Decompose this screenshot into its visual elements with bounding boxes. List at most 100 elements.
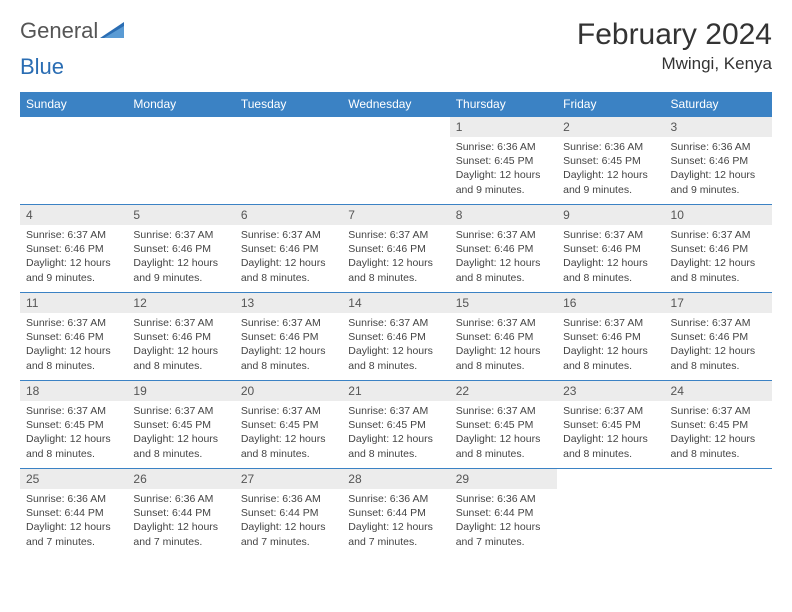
day-number: 4 — [20, 205, 127, 225]
day-info: Sunrise: 6:37 AMSunset: 6:45 PMDaylight:… — [20, 401, 127, 464]
calendar-week-row: 18Sunrise: 6:37 AMSunset: 6:45 PMDayligh… — [20, 381, 772, 469]
day-info: Sunrise: 6:36 AMSunset: 6:44 PMDaylight:… — [342, 489, 449, 552]
day-info: Sunrise: 6:36 AMSunset: 6:45 PMDaylight:… — [450, 137, 557, 200]
weekday-header: Friday — [557, 92, 664, 117]
calendar-day-cell: 17Sunrise: 6:37 AMSunset: 6:46 PMDayligh… — [665, 293, 772, 381]
calendar-day-cell: 16Sunrise: 6:37 AMSunset: 6:46 PMDayligh… — [557, 293, 664, 381]
day-info: Sunrise: 6:36 AMSunset: 6:44 PMDaylight:… — [450, 489, 557, 552]
calendar-day-cell: 28Sunrise: 6:36 AMSunset: 6:44 PMDayligh… — [342, 469, 449, 557]
day-info: Sunrise: 6:37 AMSunset: 6:45 PMDaylight:… — [127, 401, 234, 464]
day-info: Sunrise: 6:37 AMSunset: 6:46 PMDaylight:… — [557, 225, 664, 288]
brand-logo: General — [20, 18, 126, 44]
day-info: Sunrise: 6:37 AMSunset: 6:46 PMDaylight:… — [450, 225, 557, 288]
day-info: Sunrise: 6:37 AMSunset: 6:45 PMDaylight:… — [235, 401, 342, 464]
calendar-day-cell: 5Sunrise: 6:37 AMSunset: 6:46 PMDaylight… — [127, 205, 234, 293]
day-info: Sunrise: 6:36 AMSunset: 6:44 PMDaylight:… — [20, 489, 127, 552]
day-number: 29 — [450, 469, 557, 489]
day-info: Sunrise: 6:37 AMSunset: 6:46 PMDaylight:… — [665, 313, 772, 376]
day-number: 27 — [235, 469, 342, 489]
calendar-day-cell: 8Sunrise: 6:37 AMSunset: 6:46 PMDaylight… — [450, 205, 557, 293]
calendar-day-cell: 6Sunrise: 6:37 AMSunset: 6:46 PMDaylight… — [235, 205, 342, 293]
calendar-day-cell: 2Sunrise: 6:36 AMSunset: 6:45 PMDaylight… — [557, 117, 664, 205]
calendar-week-row: 11Sunrise: 6:37 AMSunset: 6:46 PMDayligh… — [20, 293, 772, 381]
day-info: Sunrise: 6:36 AMSunset: 6:44 PMDaylight:… — [235, 489, 342, 552]
weekday-header: Wednesday — [342, 92, 449, 117]
calendar-day-cell: 4Sunrise: 6:37 AMSunset: 6:46 PMDaylight… — [20, 205, 127, 293]
calendar-day-cell: 9Sunrise: 6:37 AMSunset: 6:46 PMDaylight… — [557, 205, 664, 293]
calendar-empty-cell — [235, 117, 342, 205]
weekday-header: Sunday — [20, 92, 127, 117]
calendar-day-cell: 24Sunrise: 6:37 AMSunset: 6:45 PMDayligh… — [665, 381, 772, 469]
calendar-day-cell: 19Sunrise: 6:37 AMSunset: 6:45 PMDayligh… — [127, 381, 234, 469]
calendar-day-cell: 21Sunrise: 6:37 AMSunset: 6:45 PMDayligh… — [342, 381, 449, 469]
day-number: 23 — [557, 381, 664, 401]
day-number: 15 — [450, 293, 557, 313]
calendar-day-cell: 20Sunrise: 6:37 AMSunset: 6:45 PMDayligh… — [235, 381, 342, 469]
day-info: Sunrise: 6:37 AMSunset: 6:46 PMDaylight:… — [235, 313, 342, 376]
day-number: 24 — [665, 381, 772, 401]
weekday-header: Tuesday — [235, 92, 342, 117]
day-number: 8 — [450, 205, 557, 225]
calendar-empty-cell — [342, 117, 449, 205]
day-number: 21 — [342, 381, 449, 401]
calendar-day-cell: 13Sunrise: 6:37 AMSunset: 6:46 PMDayligh… — [235, 293, 342, 381]
month-title: February 2024 — [577, 18, 772, 52]
day-info: Sunrise: 6:37 AMSunset: 6:45 PMDaylight:… — [450, 401, 557, 464]
day-info: Sunrise: 6:36 AMSunset: 6:45 PMDaylight:… — [557, 137, 664, 200]
calendar-day-cell: 26Sunrise: 6:36 AMSunset: 6:44 PMDayligh… — [127, 469, 234, 557]
day-number: 1 — [450, 117, 557, 137]
day-info: Sunrise: 6:37 AMSunset: 6:46 PMDaylight:… — [342, 313, 449, 376]
day-number: 9 — [557, 205, 664, 225]
day-number: 22 — [450, 381, 557, 401]
day-number: 7 — [342, 205, 449, 225]
calendar-day-cell: 7Sunrise: 6:37 AMSunset: 6:46 PMDaylight… — [342, 205, 449, 293]
calendar-day-cell: 29Sunrise: 6:36 AMSunset: 6:44 PMDayligh… — [450, 469, 557, 557]
day-number: 18 — [20, 381, 127, 401]
day-info: Sunrise: 6:37 AMSunset: 6:45 PMDaylight:… — [342, 401, 449, 464]
calendar-week-row: 25Sunrise: 6:36 AMSunset: 6:44 PMDayligh… — [20, 469, 772, 557]
calendar-day-cell: 25Sunrise: 6:36 AMSunset: 6:44 PMDayligh… — [20, 469, 127, 557]
calendar-empty-cell — [20, 117, 127, 205]
day-number: 26 — [127, 469, 234, 489]
day-number: 25 — [20, 469, 127, 489]
calendar-day-cell: 10Sunrise: 6:37 AMSunset: 6:46 PMDayligh… — [665, 205, 772, 293]
calendar-empty-cell — [127, 117, 234, 205]
calendar-week-row: 4Sunrise: 6:37 AMSunset: 6:46 PMDaylight… — [20, 205, 772, 293]
calendar-day-cell: 27Sunrise: 6:36 AMSunset: 6:44 PMDayligh… — [235, 469, 342, 557]
weekday-header: Thursday — [450, 92, 557, 117]
weekday-header: Saturday — [665, 92, 772, 117]
calendar-empty-cell — [665, 469, 772, 557]
day-info: Sunrise: 6:37 AMSunset: 6:46 PMDaylight:… — [557, 313, 664, 376]
calendar-day-cell: 3Sunrise: 6:36 AMSunset: 6:46 PMDaylight… — [665, 117, 772, 205]
calendar-body: 1Sunrise: 6:36 AMSunset: 6:45 PMDaylight… — [20, 117, 772, 557]
day-info: Sunrise: 6:37 AMSunset: 6:46 PMDaylight:… — [342, 225, 449, 288]
day-info: Sunrise: 6:36 AMSunset: 6:44 PMDaylight:… — [127, 489, 234, 552]
day-info: Sunrise: 6:37 AMSunset: 6:45 PMDaylight:… — [665, 401, 772, 464]
day-info: Sunrise: 6:37 AMSunset: 6:45 PMDaylight:… — [557, 401, 664, 464]
day-number: 14 — [342, 293, 449, 313]
weekday-header-row: SundayMondayTuesdayWednesdayThursdayFrid… — [20, 92, 772, 117]
day-number: 19 — [127, 381, 234, 401]
calendar-empty-cell — [557, 469, 664, 557]
calendar-table: SundayMondayTuesdayWednesdayThursdayFrid… — [20, 92, 772, 557]
weekday-header: Monday — [127, 92, 234, 117]
calendar-day-cell: 12Sunrise: 6:37 AMSunset: 6:46 PMDayligh… — [127, 293, 234, 381]
day-info: Sunrise: 6:36 AMSunset: 6:46 PMDaylight:… — [665, 137, 772, 200]
day-info: Sunrise: 6:37 AMSunset: 6:46 PMDaylight:… — [127, 313, 234, 376]
day-info: Sunrise: 6:37 AMSunset: 6:46 PMDaylight:… — [20, 313, 127, 376]
calendar-day-cell: 22Sunrise: 6:37 AMSunset: 6:45 PMDayligh… — [450, 381, 557, 469]
day-number: 17 — [665, 293, 772, 313]
day-number: 28 — [342, 469, 449, 489]
calendar-day-cell: 23Sunrise: 6:37 AMSunset: 6:45 PMDayligh… — [557, 381, 664, 469]
day-number: 10 — [665, 205, 772, 225]
logo-triangle-icon — [100, 18, 124, 44]
day-number: 16 — [557, 293, 664, 313]
calendar-day-cell: 1Sunrise: 6:36 AMSunset: 6:45 PMDaylight… — [450, 117, 557, 205]
calendar-day-cell: 14Sunrise: 6:37 AMSunset: 6:46 PMDayligh… — [342, 293, 449, 381]
day-info: Sunrise: 6:37 AMSunset: 6:46 PMDaylight:… — [20, 225, 127, 288]
day-info: Sunrise: 6:37 AMSunset: 6:46 PMDaylight:… — [235, 225, 342, 288]
day-number: 20 — [235, 381, 342, 401]
brand-part1: General — [20, 18, 98, 44]
calendar-day-cell: 11Sunrise: 6:37 AMSunset: 6:46 PMDayligh… — [20, 293, 127, 381]
day-info: Sunrise: 6:37 AMSunset: 6:46 PMDaylight:… — [665, 225, 772, 288]
